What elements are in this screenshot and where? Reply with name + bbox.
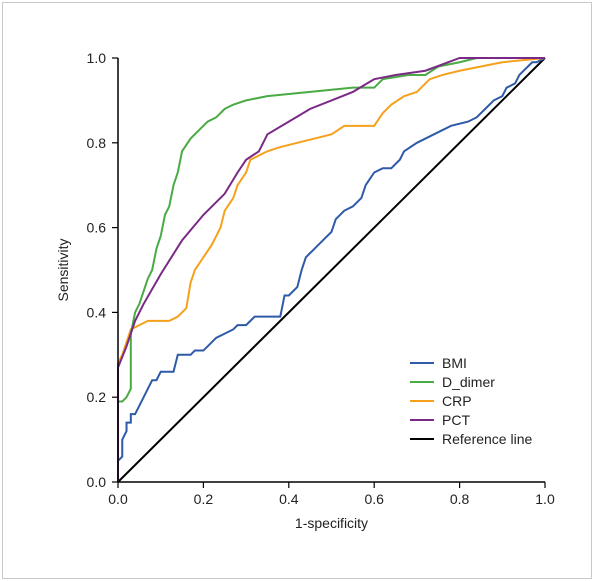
x-tick-label: 1.0 [535, 491, 555, 507]
series-line-bmi [117, 57, 546, 482]
y-tick-label: 0.2 [87, 389, 107, 405]
x-tick-label: 0.2 [194, 491, 214, 507]
x-tick-label: 0.0 [108, 491, 128, 507]
legend-label: BMI [442, 355, 467, 371]
axes [117, 58, 545, 483]
series-line-crp [117, 57, 546, 482]
x-tick-label: 0.4 [279, 491, 299, 507]
legend-label: CRP [442, 393, 472, 409]
x-tick-label: 0.8 [450, 491, 470, 507]
y-tick-label: 0.0 [87, 474, 107, 490]
series-line-pct [117, 57, 545, 482]
series-line-d-dimer [117, 57, 545, 482]
y-tick-label: 0.4 [87, 304, 107, 320]
legend: BMI D_dimer CRP PCT Reference line [410, 355, 532, 447]
y-tick-label: 0.8 [87, 135, 107, 151]
legend-label: Reference line [442, 431, 532, 447]
legend-label: D_dimer [442, 374, 495, 390]
y-tick-label: 0.6 [87, 220, 107, 236]
series-line-reference-line [117, 57, 546, 483]
x-tick-label: 0.6 [364, 491, 384, 507]
plot-lines [117, 57, 546, 483]
x-axis-title: 1-specificity [295, 515, 368, 531]
y-ticks: 0.0 0.2 0.4 0.6 0.8 1.0 [87, 50, 118, 490]
legend-label: PCT [442, 412, 470, 428]
y-axis-title: Sensitivity [55, 238, 71, 301]
x-ticks: 0.0 0.2 0.4 0.6 0.8 1.0 [108, 482, 555, 507]
y-tick-label: 1.0 [87, 50, 107, 66]
